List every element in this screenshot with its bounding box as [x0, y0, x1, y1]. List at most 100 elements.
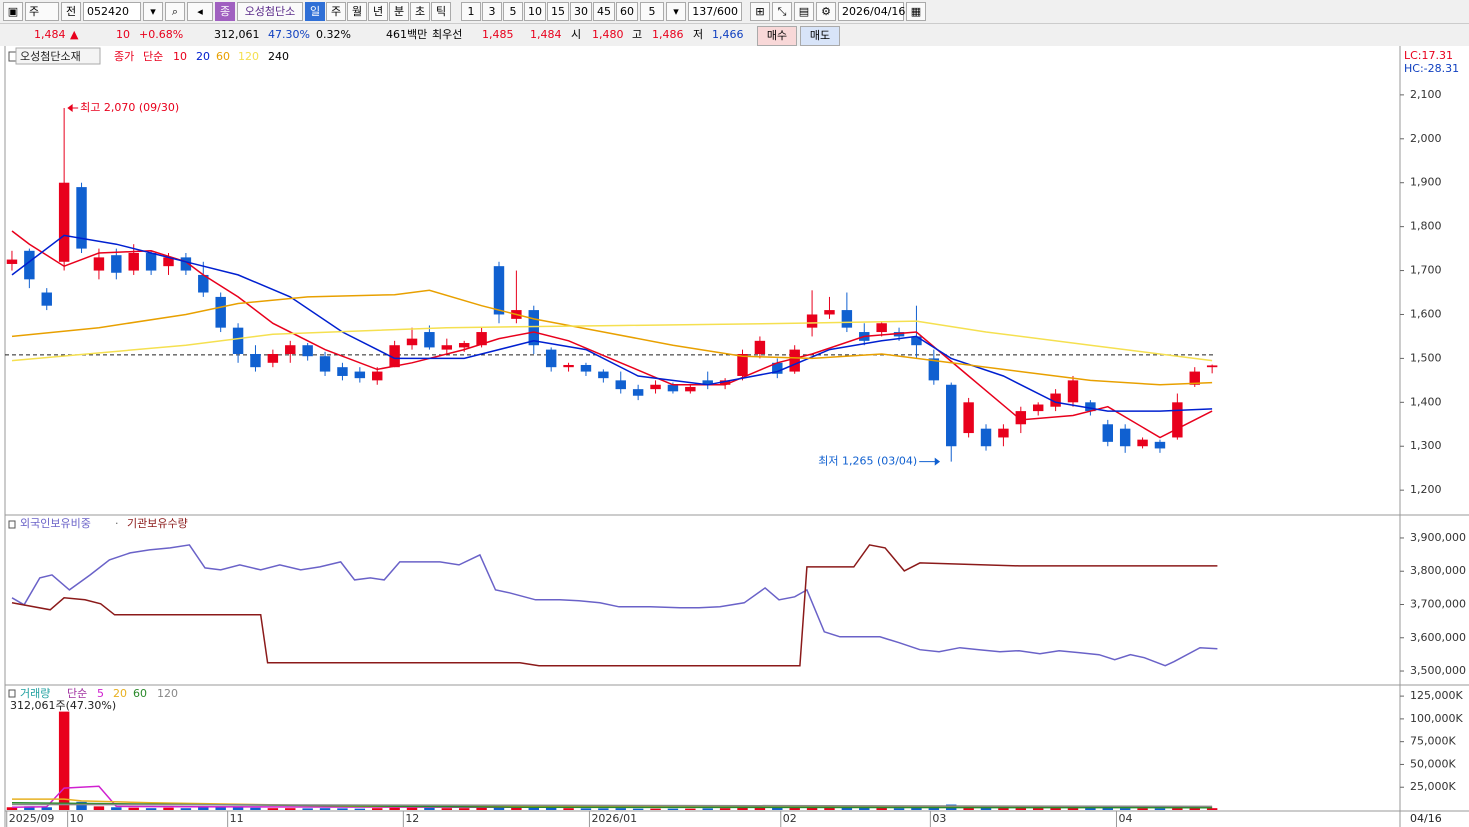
volume-bar: [58, 711, 70, 810]
period-button[interactable]: 주: [326, 2, 346, 21]
candle-body: [754, 340, 766, 355]
candle-body: [319, 356, 331, 372]
y-tick-label: 3,900,000: [1410, 531, 1466, 544]
candle-body: [1032, 404, 1044, 412]
candle-body: [719, 380, 731, 385]
interval-button[interactable]: 5: [503, 2, 523, 21]
volume-bar: [876, 807, 887, 810]
candle-body: [650, 384, 661, 390]
x-end-label: 04/16: [1410, 812, 1442, 825]
code-input[interactable]: 052420: [83, 2, 141, 21]
volume-bar: [911, 807, 922, 810]
panel-icon: [8, 520, 16, 529]
tool-icon[interactable]: ⊞: [750, 2, 770, 21]
save-icon[interactable]: ▤: [794, 2, 814, 21]
stock-name: 오성첨단소: [237, 2, 303, 21]
volume-bar: [319, 808, 331, 810]
interval-button[interactable]: 60: [616, 2, 638, 21]
volume-bar: [250, 807, 261, 810]
period-button[interactable]: 초: [410, 2, 430, 21]
candle-body: [58, 182, 70, 262]
volume-bar: [6, 807, 18, 810]
y-tick-label: 2,100: [1410, 88, 1442, 101]
candle-body: [250, 354, 261, 368]
dropdown-icon[interactable]: ▾: [666, 2, 686, 21]
candle-body: [424, 332, 435, 348]
layout-icon[interactable]: ▣: [3, 2, 23, 21]
candle-body: [980, 428, 992, 447]
ma-type: 단순: [143, 50, 163, 63]
candle-body: [128, 252, 139, 271]
sound-icon[interactable]: ◂: [187, 2, 213, 21]
candle-body: [163, 257, 174, 267]
amount: 461백만: [386, 28, 428, 41]
x-tick-label: 12: [405, 812, 419, 825]
volume-bar: [893, 808, 905, 810]
candle-body: [632, 389, 644, 396]
candle-body: [824, 310, 835, 315]
x-tick-label: 03: [932, 812, 946, 825]
low-label: 저: [693, 28, 704, 41]
volume-bar: [667, 808, 679, 810]
y-tick-label: 3,500,000: [1410, 664, 1466, 677]
scope-button[interactable]: 전: [61, 2, 81, 21]
interval-button[interactable]: 15: [547, 2, 569, 21]
candle-body: [667, 384, 679, 392]
y-tick-label: 1,800: [1410, 220, 1442, 233]
volume-bar: [1015, 807, 1027, 810]
volume-bar: [24, 806, 35, 810]
candle-body: [806, 314, 818, 328]
period-button[interactable]: 일: [305, 2, 325, 21]
series-line: [11, 320, 1213, 362]
candle-body: [1050, 393, 1061, 407]
open-label: 시: [571, 28, 582, 41]
badge: 종: [215, 2, 235, 21]
candle-body: [789, 349, 800, 372]
date-input[interactable]: 2026/04/16: [838, 2, 905, 21]
settings-icon[interactable]: ⚙: [816, 2, 836, 21]
volume-info: 312,061주(47.30%): [10, 699, 116, 712]
candle-body: [876, 323, 887, 333]
lc-label: LC:17.31: [1404, 49, 1453, 62]
chart-background: [0, 46, 1469, 827]
candle-body: [598, 371, 609, 379]
interval-button[interactable]: 10: [524, 2, 546, 21]
candle-body: [1137, 439, 1148, 447]
calendar-icon[interactable]: ▦: [906, 2, 926, 21]
search-icon[interactable]: ⌕: [165, 2, 185, 21]
interval-button[interactable]: 1: [461, 2, 481, 21]
market-select[interactable]: 주: [25, 2, 59, 21]
volume-bar: [772, 807, 783, 810]
candle-body: [702, 380, 713, 385]
series-line: [11, 544, 1218, 667]
legend-entry: 120: [157, 687, 178, 700]
volume-bar: [1206, 808, 1218, 810]
legend-entry: 20: [196, 50, 210, 63]
candle-body: [928, 358, 940, 381]
period-button[interactable]: 월: [347, 2, 367, 21]
legend-entry: 120: [238, 50, 259, 63]
interval-button[interactable]: 45: [593, 2, 615, 21]
y-tick-label: 1,200: [1410, 483, 1442, 496]
period-button[interactable]: 분: [389, 2, 409, 21]
interval-button[interactable]: 30: [570, 2, 592, 21]
candle-body: [737, 354, 748, 376]
count-input[interactable]: 5: [640, 2, 664, 21]
volume-bar: [580, 808, 592, 810]
range-input[interactable]: 137/600: [688, 2, 742, 21]
legend-entry: 240: [268, 50, 289, 63]
candle-body: [545, 349, 557, 368]
dropdown-icon[interactable]: ▾: [143, 2, 163, 21]
volume-bar: [93, 806, 105, 810]
candle-body: [1119, 428, 1131, 447]
bid: 1,484: [530, 28, 562, 41]
volume-bar: [285, 808, 296, 810]
interval-button[interactable]: 3: [482, 2, 502, 21]
period-button[interactable]: 틱: [431, 2, 451, 21]
buy-button[interactable]: 매수: [757, 26, 797, 46]
sell-button[interactable]: 매도: [800, 26, 840, 46]
tool-icon[interactable]: ⤡: [772, 2, 792, 21]
period-button[interactable]: 년: [368, 2, 388, 21]
volume-bar: [41, 807, 52, 810]
